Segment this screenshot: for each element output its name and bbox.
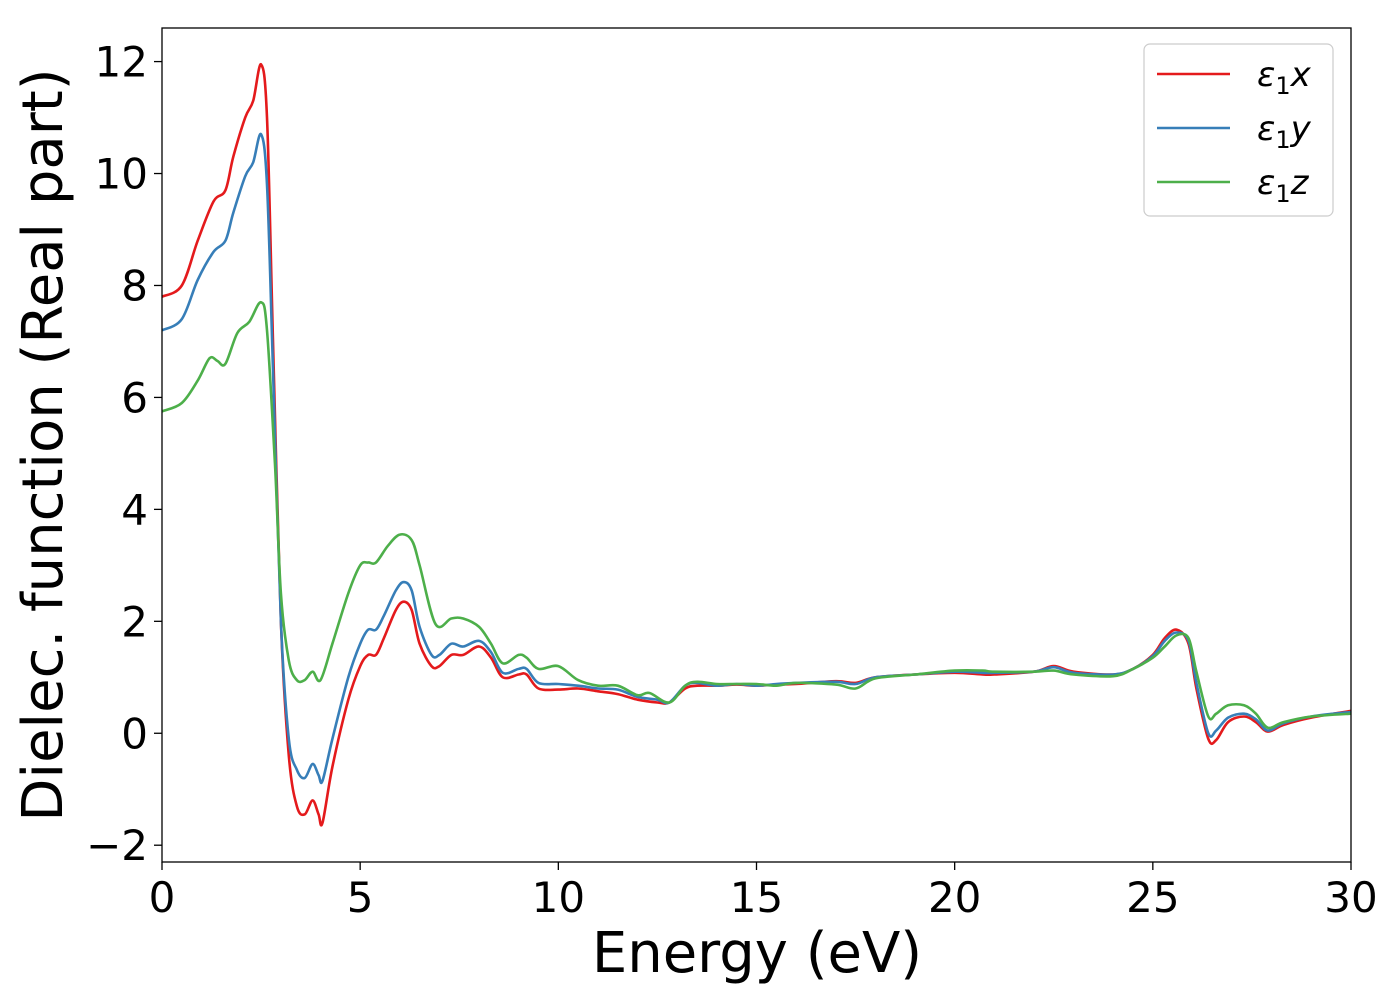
x-tick-label: 20 (928, 873, 981, 922)
legend-axis-letter: z (1290, 163, 1310, 203)
legend-label-z: ε1z (1257, 163, 1310, 208)
series-group (161, 63, 1352, 827)
legend-subscript: 1 (1275, 126, 1290, 154)
legend-subscript: 1 (1275, 180, 1290, 208)
plot-frame (161, 27, 1352, 863)
legend-epsilon: ε (1257, 109, 1275, 149)
legend-box (1143, 43, 1334, 217)
x-tick-label: 15 (730, 873, 783, 922)
x-tick-label: 10 (532, 873, 585, 922)
y-tick-label: 12 (95, 38, 148, 87)
legend-subscript: 1 (1275, 72, 1290, 100)
y-tick-label: 8 (121, 261, 148, 310)
y-tick-label: 4 (121, 485, 148, 534)
legend-label-y: ε1y (1257, 109, 1312, 154)
y-tick-label: −2 (86, 821, 148, 870)
y-tick-label: 2 (121, 597, 148, 646)
y-tick-label: 10 (95, 150, 148, 199)
legend-epsilon: ε (1257, 55, 1275, 95)
legend-axis-letter: y (1290, 109, 1312, 149)
x-tick-label: 25 (1126, 873, 1179, 922)
legend-axis-letter: x (1290, 55, 1312, 95)
legend-epsilon: ε (1257, 163, 1275, 203)
x-tick-label: 30 (1324, 873, 1377, 922)
legend-label-x: ε1x (1257, 55, 1312, 100)
x-axis-title: Energy (eV) (592, 921, 922, 986)
x-tick-label: 0 (149, 873, 176, 922)
y-tick-label: 6 (121, 373, 148, 422)
series-line-y (161, 132, 1352, 785)
y-axis-title: Dielec. function (Real part) (11, 68, 76, 821)
y-tick-label: 0 (121, 709, 148, 758)
x-tick-label: 5 (347, 873, 374, 922)
series-line-z (161, 301, 1352, 730)
